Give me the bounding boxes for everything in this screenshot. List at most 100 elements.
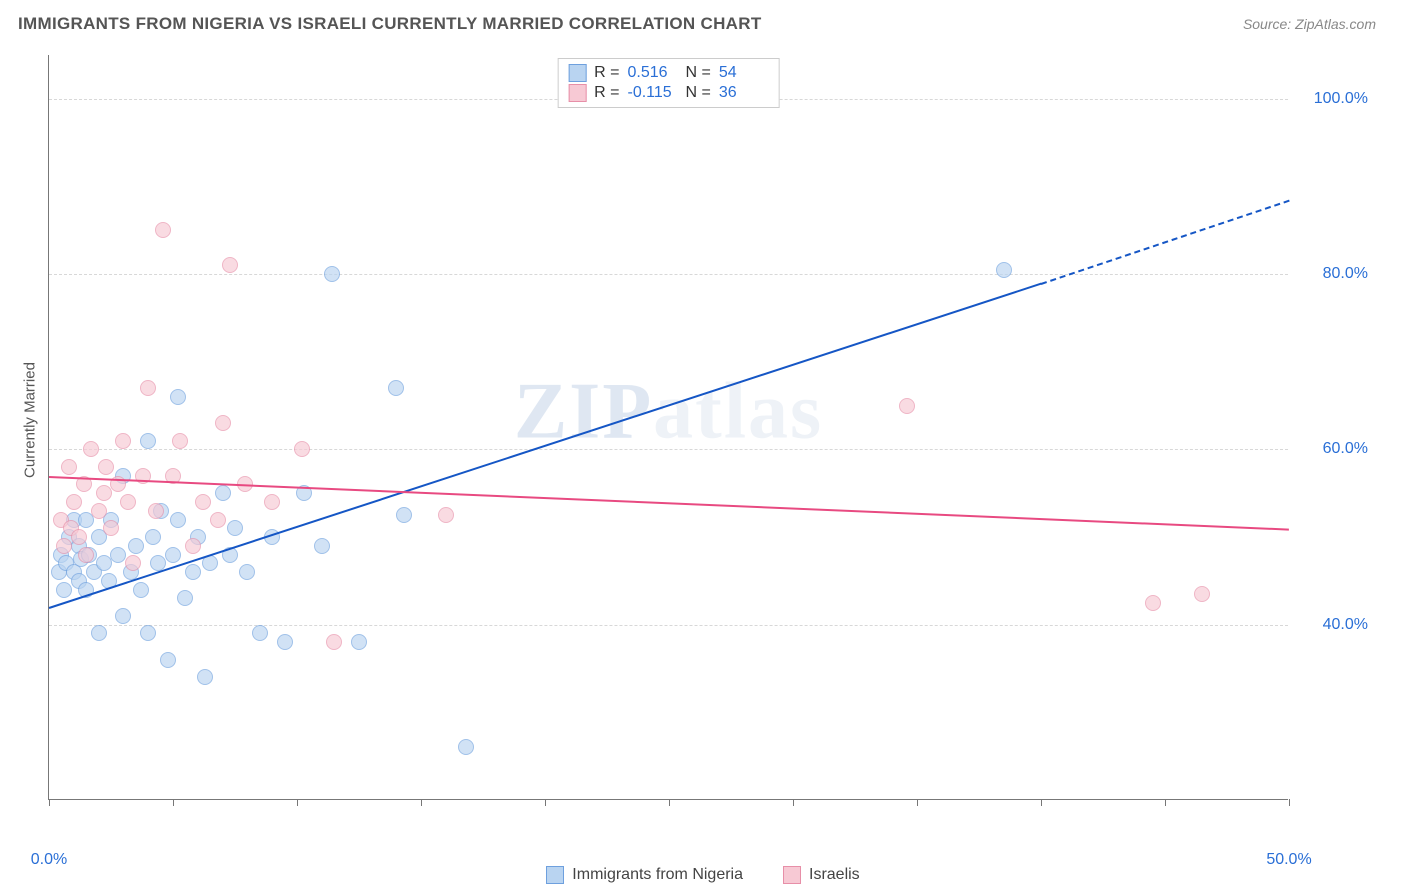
stat-value-n: 36 (719, 84, 769, 102)
data-point (56, 538, 72, 554)
data-point (165, 547, 181, 563)
data-point (61, 459, 77, 475)
data-point (56, 582, 72, 598)
data-point (177, 590, 193, 606)
x-tick (545, 799, 546, 806)
x-tick (793, 799, 794, 806)
data-point (314, 538, 330, 554)
data-point (66, 494, 82, 510)
data-point (215, 485, 231, 501)
gridline (49, 625, 1288, 626)
x-tick (421, 799, 422, 806)
stat-label-n: N = (686, 64, 711, 82)
data-point (110, 547, 126, 563)
data-point (155, 222, 171, 238)
data-point (140, 433, 156, 449)
x-tick (173, 799, 174, 806)
data-point (120, 494, 136, 510)
data-point (172, 433, 188, 449)
data-point (1194, 586, 1210, 602)
data-point (78, 547, 94, 563)
data-point (215, 415, 231, 431)
y-tick-label: 100.0% (1298, 90, 1368, 108)
data-point (197, 669, 213, 685)
legend-item: Immigrants from Nigeria (546, 866, 743, 884)
watermark: ZIPatlas (514, 367, 823, 458)
data-point (71, 529, 87, 545)
data-point (145, 529, 161, 545)
data-point (326, 634, 342, 650)
stats-box: R =0.516N =54R =-0.115N =36 (557, 58, 780, 108)
data-point (115, 608, 131, 624)
x-tick (49, 799, 50, 806)
data-point (277, 634, 293, 650)
trend-line (49, 283, 1042, 609)
legend: Immigrants from Nigeria Israelis (0, 866, 1406, 884)
data-point (115, 433, 131, 449)
series-swatch (568, 84, 586, 102)
y-tick-label: 60.0% (1298, 440, 1368, 458)
legend-label: Israelis (809, 866, 860, 884)
stat-label-r: R = (594, 84, 619, 102)
data-point (438, 507, 454, 523)
data-point (98, 459, 114, 475)
gridline (49, 274, 1288, 275)
data-point (210, 512, 226, 528)
data-point (324, 266, 340, 282)
data-point (294, 441, 310, 457)
data-point (125, 555, 141, 571)
data-point (222, 257, 238, 273)
x-tick (1165, 799, 1166, 806)
data-point (996, 262, 1012, 278)
legend-swatch (546, 866, 564, 884)
stat-value-n: 54 (719, 64, 769, 82)
y-tick-label: 40.0% (1298, 616, 1368, 634)
data-point (96, 485, 112, 501)
data-point (185, 564, 201, 580)
x-tick (917, 799, 918, 806)
x-tick (1041, 799, 1042, 806)
legend-label: Immigrants from Nigeria (572, 866, 743, 884)
data-point (140, 380, 156, 396)
data-point (396, 507, 412, 523)
data-point (351, 634, 367, 650)
data-point (227, 520, 243, 536)
legend-swatch (783, 866, 801, 884)
data-point (388, 380, 404, 396)
stat-label-r: R = (594, 64, 619, 82)
stat-value-r: 0.516 (628, 64, 678, 82)
data-point (96, 555, 112, 571)
stat-value-r: -0.115 (628, 84, 678, 102)
data-point (458, 739, 474, 755)
data-point (1145, 595, 1161, 611)
data-point (128, 538, 144, 554)
data-point (239, 564, 255, 580)
x-tick (1289, 799, 1290, 806)
scatter-plot: ZIPatlas 40.0%60.0%80.0%100.0%0.0%50.0%R… (48, 55, 1288, 800)
x-tick (669, 799, 670, 806)
data-point (264, 494, 280, 510)
x-tick (297, 799, 298, 806)
data-point (899, 398, 915, 414)
data-point (195, 494, 211, 510)
data-point (252, 625, 268, 641)
trend-line (1041, 200, 1290, 285)
data-point (185, 538, 201, 554)
data-point (148, 503, 164, 519)
stats-row: R =-0.115N =36 (568, 83, 769, 103)
data-point (103, 520, 119, 536)
data-point (133, 582, 149, 598)
y-axis-label: Currently Married (22, 362, 39, 478)
legend-item: Israelis (783, 866, 860, 884)
gridline (49, 449, 1288, 450)
data-point (91, 625, 107, 641)
data-point (170, 512, 186, 528)
series-swatch (568, 64, 586, 82)
data-point (170, 389, 186, 405)
y-tick-label: 80.0% (1298, 265, 1368, 283)
data-point (91, 503, 107, 519)
data-point (140, 625, 156, 641)
data-point (83, 441, 99, 457)
data-point (160, 652, 176, 668)
chart-title: IMMIGRANTS FROM NIGERIA VS ISRAELI CURRE… (18, 14, 762, 34)
